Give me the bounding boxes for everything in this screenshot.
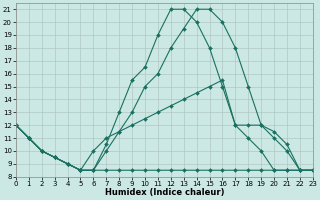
X-axis label: Humidex (Indice chaleur): Humidex (Indice chaleur) <box>105 188 224 197</box>
